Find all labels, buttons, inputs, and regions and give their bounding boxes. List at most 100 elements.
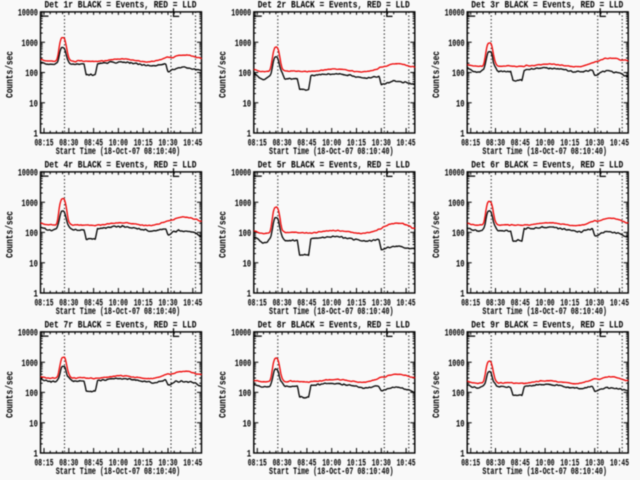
- svg-text:08:45: 08:45: [511, 458, 530, 469]
- svg-text:10:15: 10:15: [560, 298, 579, 309]
- svg-text:08:30: 08:30: [59, 138, 78, 149]
- svg-text:08:45: 08:45: [297, 298, 316, 309]
- svg-text:Start Time (18-Oct-07 08:10:40: Start Time (18-Oct-07 08:10:40): [56, 146, 181, 158]
- svg-text:10:30: 10:30: [585, 458, 604, 469]
- svg-text:10:45: 10:45: [397, 138, 416, 149]
- svg-text:10: 10: [29, 259, 38, 270]
- svg-text:1000: 1000: [448, 39, 464, 50]
- svg-text:08:30: 08:30: [59, 298, 78, 309]
- svg-text:1000: 1000: [235, 359, 251, 370]
- svg-text:Det 7r BLACK = Events, RED = L: Det 7r BLACK = Events, RED = LLD: [45, 321, 197, 332]
- svg-text:10:45: 10:45: [397, 458, 416, 469]
- svg-text:08:15: 08:15: [35, 138, 54, 149]
- svg-text:10000: 10000: [231, 9, 251, 20]
- svg-text:Start Time (18-Oct-07 08:10:40: Start Time (18-Oct-07 08:10:40): [482, 306, 607, 318]
- svg-text:08:15: 08:15: [461, 298, 480, 309]
- svg-text:10:00: 10:00: [322, 298, 341, 309]
- svg-text:10:15: 10:15: [347, 138, 366, 149]
- svg-text:1000: 1000: [22, 359, 38, 370]
- svg-text:Start Time (18-Oct-07 08:10:40: Start Time (18-Oct-07 08:10:40): [269, 146, 394, 158]
- svg-text:Counts/sec: Counts/sec: [4, 211, 16, 258]
- svg-text:100: 100: [25, 389, 38, 400]
- svg-text:10:45: 10:45: [397, 298, 416, 309]
- svg-text:08:30: 08:30: [486, 458, 505, 469]
- svg-text:Counts/sec: Counts/sec: [4, 51, 16, 98]
- svg-text:100: 100: [452, 229, 465, 240]
- svg-text:08:15: 08:15: [248, 138, 267, 149]
- svg-text:10000: 10000: [18, 329, 38, 340]
- svg-text:10: 10: [29, 99, 38, 110]
- svg-text:10:30: 10:30: [585, 138, 604, 149]
- svg-text:100: 100: [239, 229, 252, 240]
- svg-text:10:30: 10:30: [372, 138, 391, 149]
- svg-text:10:30: 10:30: [159, 138, 178, 149]
- svg-text:Counts/sec: Counts/sec: [218, 371, 230, 418]
- svg-text:10:15: 10:15: [134, 458, 153, 469]
- svg-text:Start Time (18-Oct-07 08:10:40: Start Time (18-Oct-07 08:10:40): [269, 306, 394, 318]
- svg-text:10000: 10000: [445, 9, 465, 20]
- svg-text:1000: 1000: [22, 199, 38, 210]
- svg-text:08:45: 08:45: [84, 138, 103, 149]
- svg-text:08:30: 08:30: [486, 298, 505, 309]
- svg-text:08:30: 08:30: [273, 458, 292, 469]
- svg-text:08:30: 08:30: [273, 298, 292, 309]
- svg-text:10: 10: [456, 259, 465, 270]
- svg-text:10:15: 10:15: [347, 458, 366, 469]
- svg-text:10000: 10000: [445, 169, 465, 180]
- svg-text:1000: 1000: [235, 39, 251, 50]
- svg-text:1: 1: [460, 130, 464, 141]
- svg-text:100: 100: [239, 69, 252, 80]
- svg-text:10:30: 10:30: [159, 298, 178, 309]
- svg-text:Det 2r BLACK = Events, RED = L: Det 2r BLACK = Events, RED = LLD: [258, 1, 410, 12]
- svg-text:10000: 10000: [18, 9, 38, 20]
- svg-text:08:15: 08:15: [35, 298, 54, 309]
- svg-text:100: 100: [239, 389, 252, 400]
- svg-text:10:45: 10:45: [183, 298, 202, 309]
- svg-text:1: 1: [460, 290, 464, 301]
- svg-text:100: 100: [452, 69, 465, 80]
- svg-text:10000: 10000: [445, 329, 465, 340]
- svg-text:10:15: 10:15: [347, 298, 366, 309]
- svg-text:10:00: 10:00: [109, 458, 128, 469]
- svg-text:10000: 10000: [231, 169, 251, 180]
- svg-text:10:15: 10:15: [560, 138, 579, 149]
- svg-text:1: 1: [247, 130, 251, 141]
- svg-text:Counts/sec: Counts/sec: [431, 371, 443, 418]
- svg-text:1: 1: [460, 450, 464, 461]
- svg-text:08:15: 08:15: [248, 458, 267, 469]
- svg-text:Det 9r BLACK = Events, RED = L: Det 9r BLACK = Events, RED = LLD: [471, 321, 623, 332]
- svg-text:Det 8r BLACK = Events, RED = L: Det 8r BLACK = Events, RED = LLD: [258, 321, 410, 332]
- svg-text:10: 10: [243, 259, 252, 270]
- svg-text:08:45: 08:45: [84, 298, 103, 309]
- svg-text:08:30: 08:30: [486, 138, 505, 149]
- svg-text:08:45: 08:45: [511, 298, 530, 309]
- svg-text:08:45: 08:45: [297, 138, 316, 149]
- svg-text:10:00: 10:00: [322, 458, 341, 469]
- svg-text:10000: 10000: [231, 329, 251, 340]
- svg-text:Start Time (18-Oct-07 08:10:40: Start Time (18-Oct-07 08:10:40): [56, 466, 181, 478]
- svg-text:Det 6r BLACK = Events, RED = L: Det 6r BLACK = Events, RED = LLD: [471, 161, 623, 172]
- svg-text:10:15: 10:15: [134, 138, 153, 149]
- svg-text:Det 5r BLACK = Events, RED = L: Det 5r BLACK = Events, RED = LLD: [258, 161, 410, 172]
- svg-text:08:15: 08:15: [461, 138, 480, 149]
- svg-text:10:00: 10:00: [322, 138, 341, 149]
- svg-text:100: 100: [25, 229, 38, 240]
- svg-text:10: 10: [456, 419, 465, 430]
- svg-text:10:00: 10:00: [536, 458, 555, 469]
- svg-text:08:30: 08:30: [273, 138, 292, 149]
- svg-text:1: 1: [247, 450, 251, 461]
- svg-text:08:45: 08:45: [511, 138, 530, 149]
- svg-text:1000: 1000: [448, 199, 464, 210]
- svg-text:Counts/sec: Counts/sec: [218, 51, 230, 98]
- svg-text:Det 1r BLACK = Events, RED = L: Det 1r BLACK = Events, RED = LLD: [45, 1, 197, 12]
- svg-text:10:15: 10:15: [134, 298, 153, 309]
- svg-text:Start Time (18-Oct-07 08:10:40: Start Time (18-Oct-07 08:10:40): [269, 466, 394, 478]
- svg-text:10: 10: [243, 419, 252, 430]
- svg-text:100: 100: [452, 389, 465, 400]
- svg-text:100: 100: [25, 69, 38, 80]
- svg-text:Counts/sec: Counts/sec: [218, 211, 230, 258]
- svg-text:10000: 10000: [18, 169, 38, 180]
- svg-text:08:45: 08:45: [84, 458, 103, 469]
- svg-text:10:00: 10:00: [536, 138, 555, 149]
- svg-text:1000: 1000: [448, 359, 464, 370]
